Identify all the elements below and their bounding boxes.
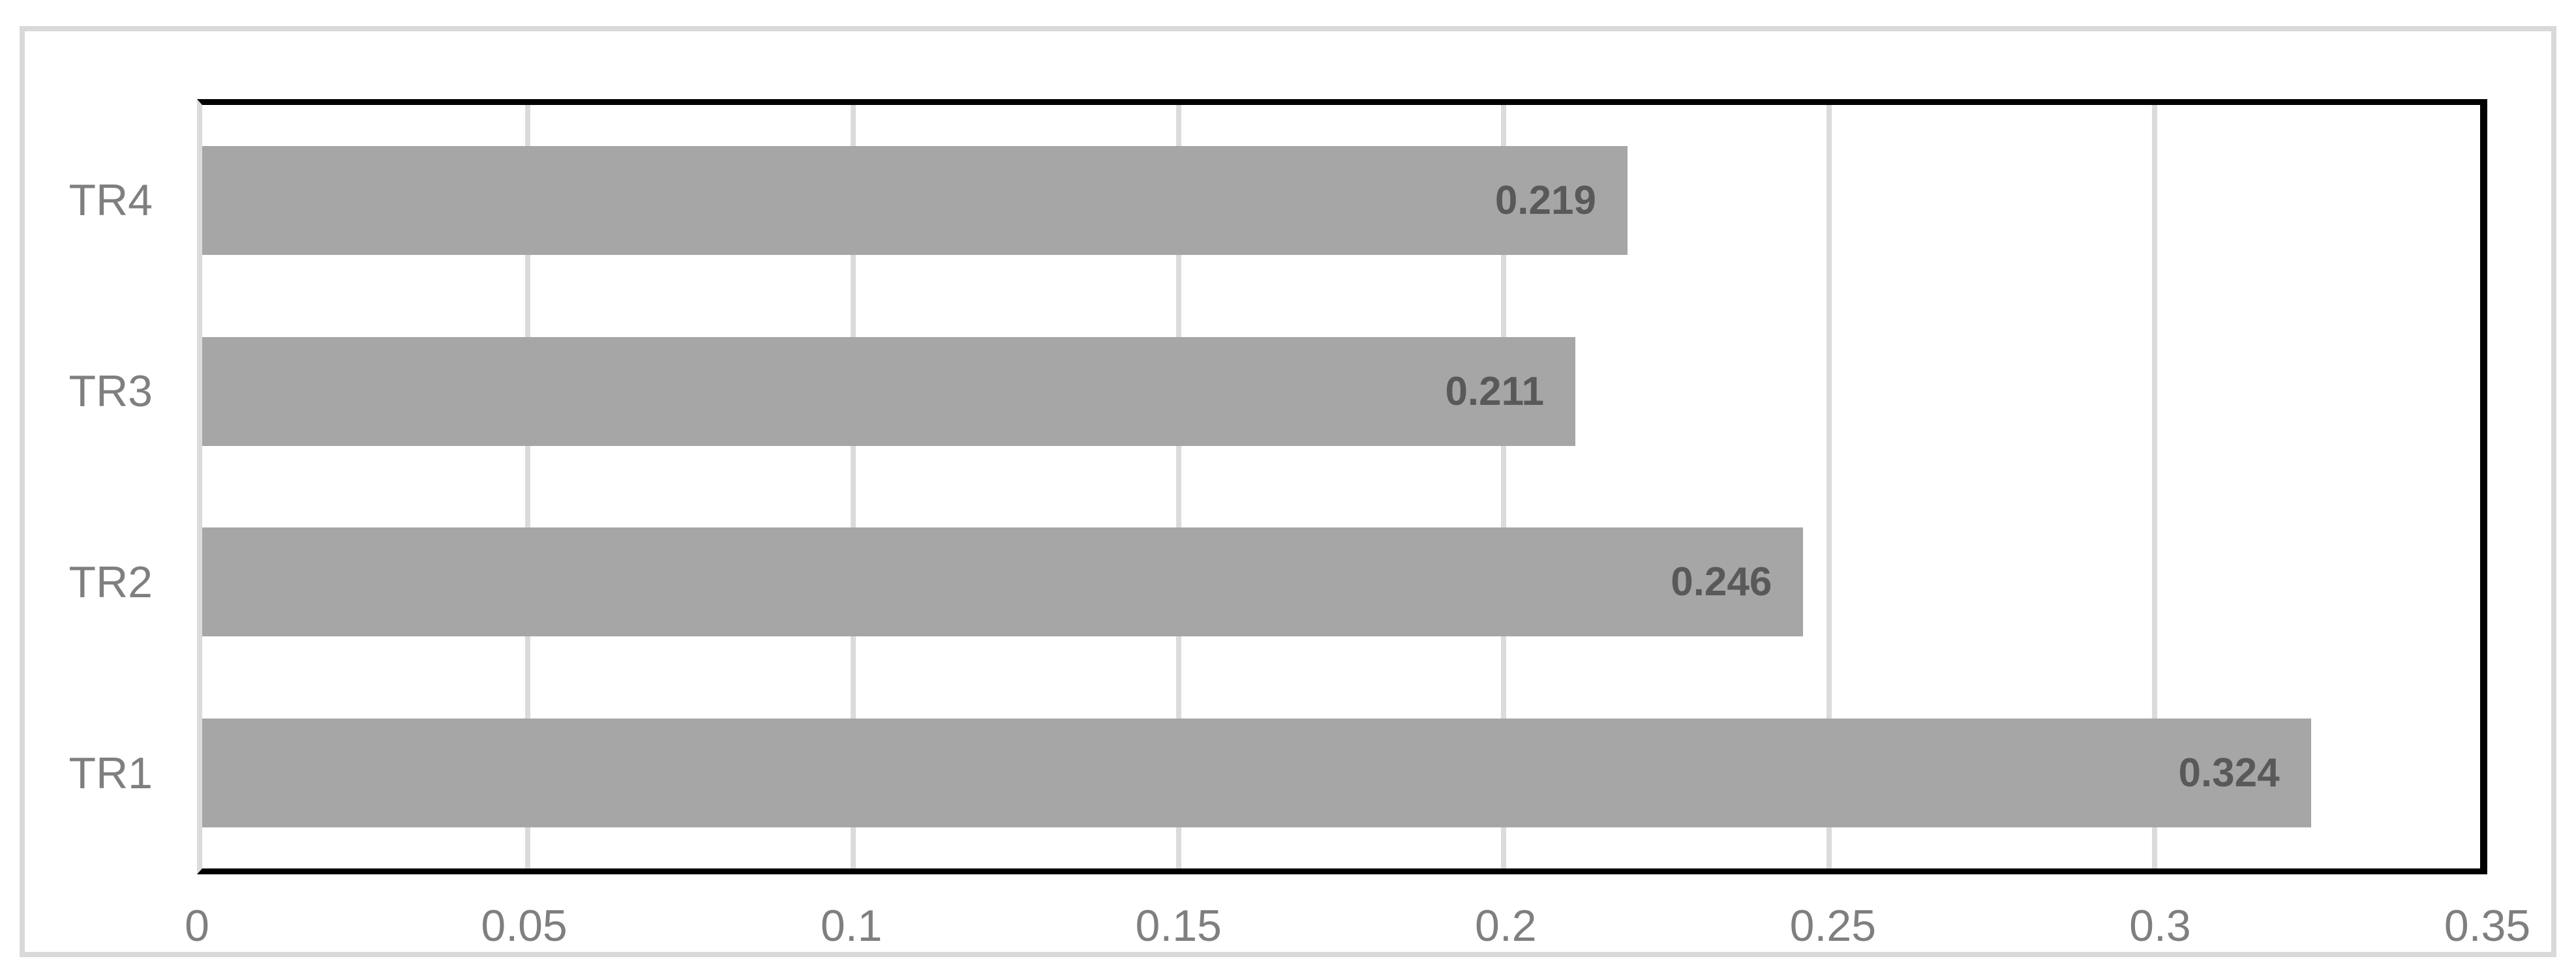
category-label: TR1 (68, 748, 153, 798)
x-tick-label: 0.15 (1135, 901, 1222, 951)
x-tick-label: 0.25 (1789, 901, 1877, 951)
x-tick-label: 0.1 (820, 901, 883, 951)
bar: 0.211 (202, 336, 1576, 446)
gridline (850, 105, 856, 868)
bar-value-label: 0.211 (1445, 368, 1545, 414)
bar-row: 0.324 (202, 677, 2480, 868)
category-label: TR4 (68, 175, 153, 226)
x-axis: 0 0.05 0.1 0.15 0.2 0.25 0.3 0.35 (185, 900, 2530, 966)
bar-value-label: 0.324 (2178, 750, 2280, 796)
bar: 0.219 (202, 145, 1628, 255)
bars-container: 0.219 0.211 0.246 0.324 (202, 105, 2480, 868)
category-axis: TR4 TR3 TR2 TR1 (44, 105, 153, 868)
x-tick-label: 0 (185, 901, 209, 951)
bar: 0.324 (202, 719, 2311, 828)
bar: 0.246 (202, 527, 1804, 637)
x-tick-label: 0.3 (2129, 901, 2191, 951)
gridline (1175, 105, 1181, 868)
gridline (1826, 105, 1832, 868)
bar-value-label: 0.246 (1671, 559, 1772, 605)
gridlines-container (202, 105, 2480, 868)
category-row: TR1 (44, 677, 153, 868)
category-row: TR2 (44, 487, 153, 678)
bar-row: 0.211 (202, 296, 2480, 487)
x-tick-label: 0.2 (1475, 901, 1537, 951)
bar-row: 0.246 (202, 487, 2480, 678)
category-label: TR2 (68, 557, 153, 607)
bar-row: 0.219 (202, 105, 2480, 296)
x-tick-label: 0.35 (2444, 901, 2531, 951)
chart-frame[interactable]: TR4 TR3 TR2 TR1 0.219 0.211 0.246 0.324 0 0.05 0… (20, 26, 2556, 957)
bar-value-label: 0.219 (1494, 177, 1596, 223)
x-tick-label: 0.05 (481, 901, 568, 951)
category-label: TR3 (68, 366, 153, 417)
category-row: TR4 (44, 105, 153, 296)
plot-area: 0.219 0.211 0.246 0.324 (197, 99, 2487, 874)
gridline (1501, 105, 1507, 868)
gridline (524, 105, 530, 868)
category-row: TR3 (44, 296, 153, 487)
gridline (2152, 105, 2158, 868)
